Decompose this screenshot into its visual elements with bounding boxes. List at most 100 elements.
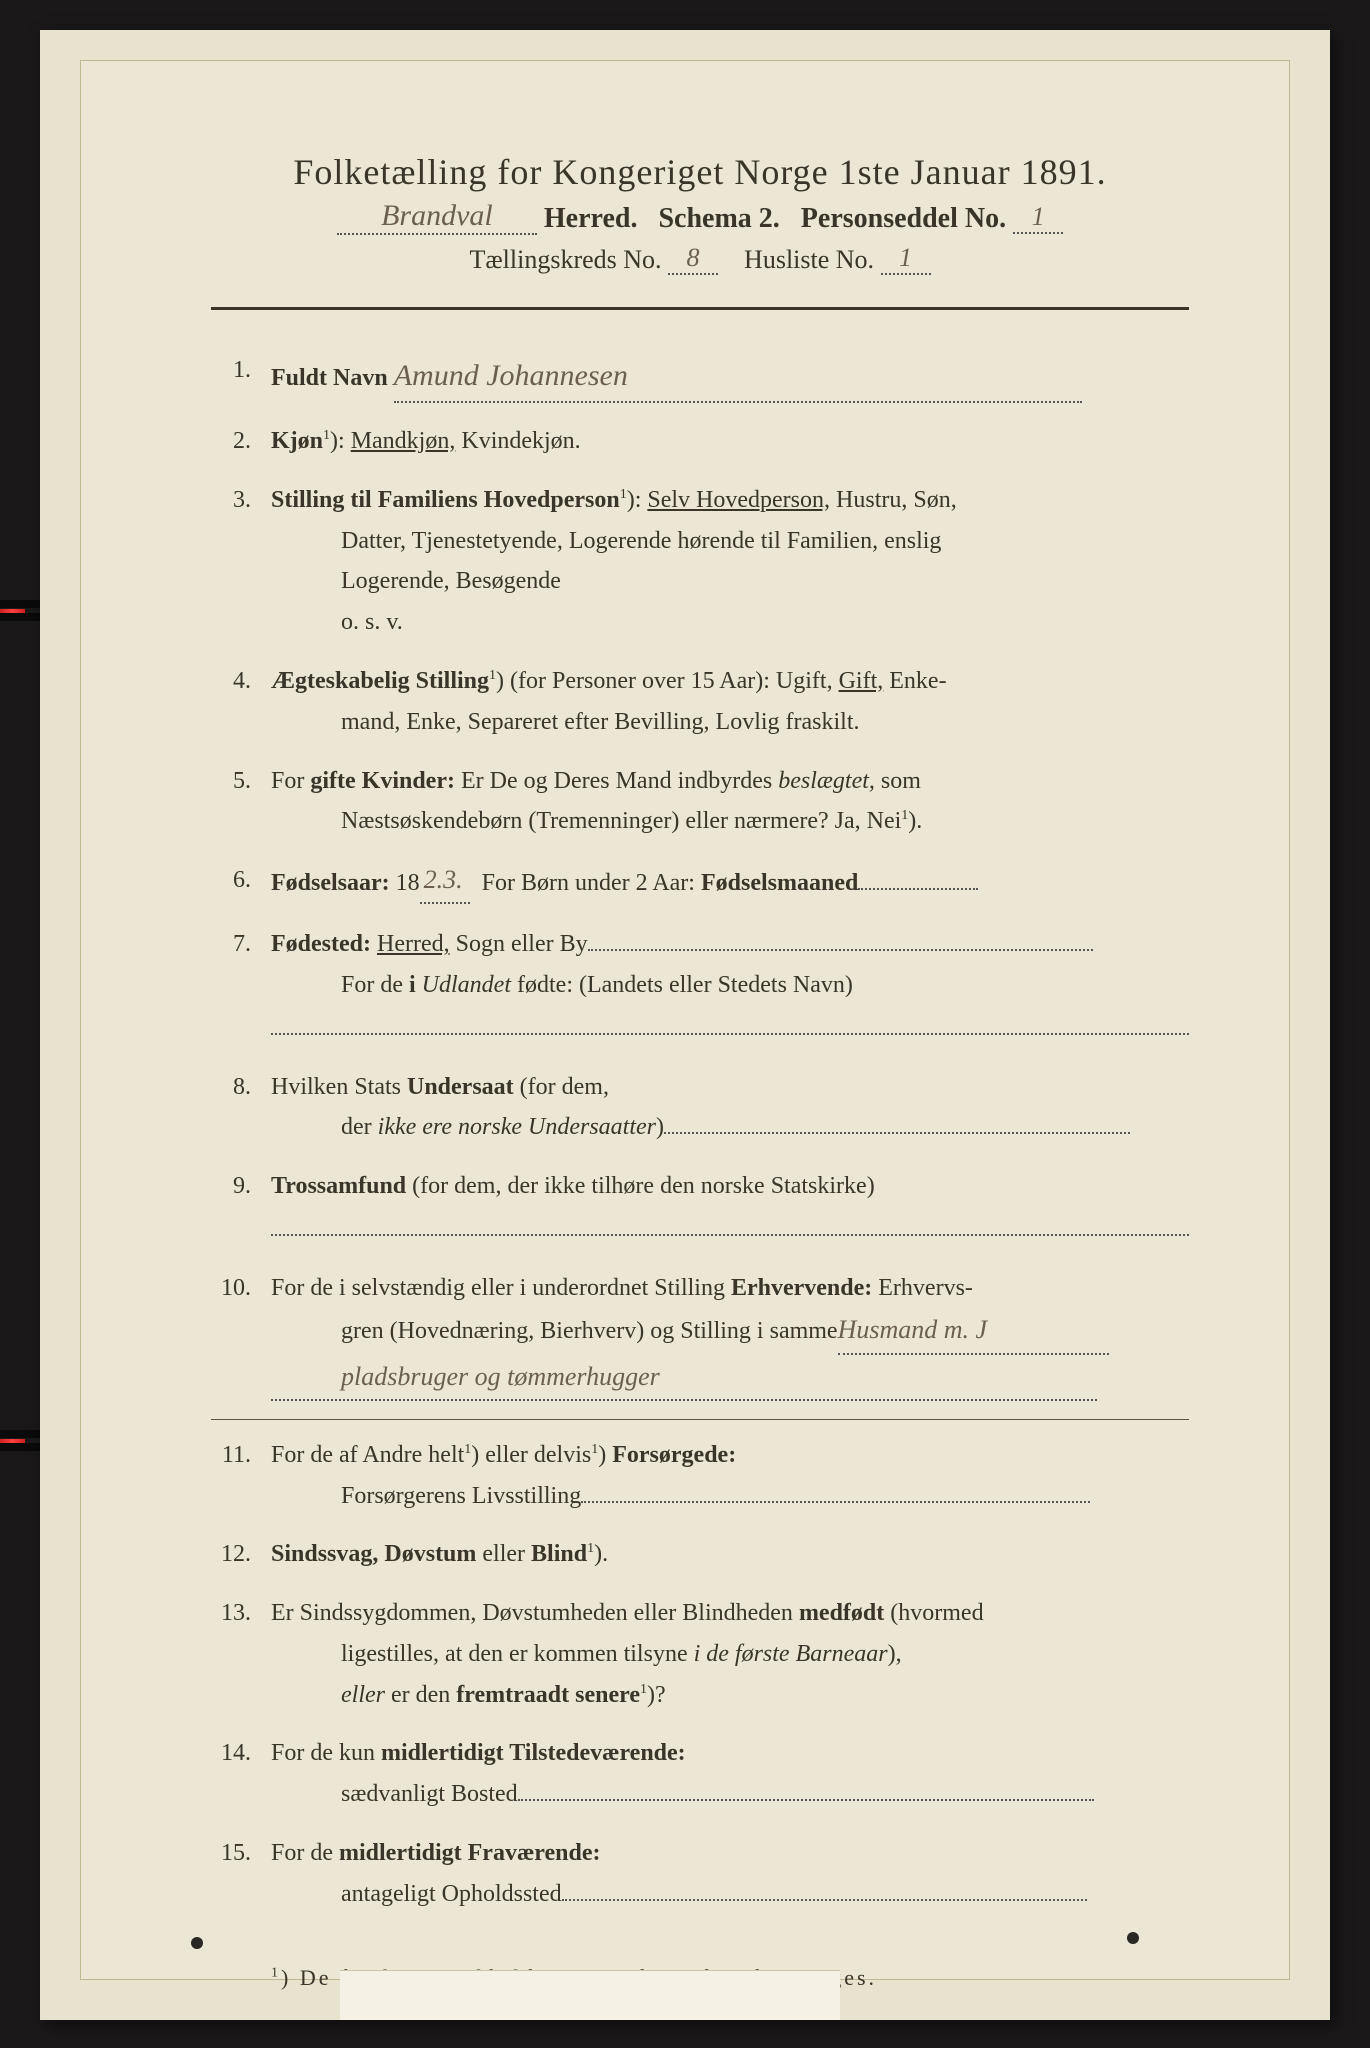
year-value: 2.3. — [420, 858, 470, 904]
page-inner: Folketælling for Kongeriget Norge 1ste J… — [80, 60, 1290, 1980]
herred-value: Brandval — [337, 199, 537, 235]
text: ) — [598, 1442, 612, 1468]
text: Enke- — [883, 668, 946, 694]
item-body: Kjøn1): Mandkjøn, Kvindekjøn. — [271, 421, 1189, 462]
item-num: 2. — [211, 421, 271, 462]
sup: 1 — [489, 668, 496, 683]
occupation-1: Husmand m. J — [838, 1315, 988, 1344]
item-11: 11. For de af Andre helt1) eller delvis1… — [211, 1435, 1189, 1517]
text: For — [271, 768, 310, 794]
line2: gren (Hovednæring, Bierhverv) og Stillin… — [271, 1308, 1189, 1354]
label: Undersaat — [407, 1074, 514, 1100]
form-header: Folketælling for Kongeriget Norge 1ste J… — [211, 151, 1189, 310]
item-4: 4. Ægteskabelig Stilling1) (for Personer… — [211, 661, 1189, 743]
item-body: Er Sindssygdommen, Døvstumheden eller Bl… — [271, 1593, 1189, 1715]
item-body: Ægteskabelig Stilling1) (for Personer ov… — [271, 661, 1189, 743]
item-body: For de af Andre helt1) eller delvis1) Fo… — [271, 1435, 1189, 1517]
item-body: For de kun midlertidigt Tilstedeværende:… — [271, 1733, 1189, 1815]
item-13: 13. Er Sindssygdommen, Døvstumheden elle… — [211, 1593, 1189, 1715]
label: Fødselsaar: — [271, 870, 390, 896]
item-1: 1. Fuldt Navn Amund Johannesen — [211, 350, 1189, 403]
line3: eller er den fremtraadt senere1)? — [271, 1675, 1189, 1716]
line2: ligestilles, at den er kommen tilsyne i … — [271, 1634, 1189, 1675]
item-num: 9. — [211, 1166, 271, 1249]
item-3: 3. Stilling til Familiens Hovedperson1):… — [211, 480, 1189, 643]
dotted-field — [518, 1799, 1095, 1801]
dotted-field — [581, 1501, 1090, 1503]
text: For de kun — [271, 1740, 381, 1766]
item-num: 15. — [211, 1833, 271, 1915]
text: (for dem, der ikke tilhøre den norske St… — [406, 1173, 875, 1199]
text: Er De og Deres Mand indbyrdes — [455, 768, 778, 794]
line2: antageligt Opholdssted — [271, 1874, 1189, 1915]
label: Trossamfund — [271, 1173, 406, 1199]
text: eller — [476, 1541, 531, 1567]
taellingskreds-label: Tællingskreds No. — [469, 245, 661, 274]
item-num: 8. — [211, 1067, 271, 1149]
selected-option: Mandkjøn, — [351, 428, 456, 454]
label: gifte Kvinder: — [310, 768, 455, 794]
item-5: 5. For gifte Kvinder: Er De og Deres Man… — [211, 761, 1189, 843]
item-num: 14. — [211, 1733, 271, 1815]
label: Forsørgede: — [612, 1442, 736, 1468]
dotted-field — [562, 1899, 1088, 1901]
item-body: Fødested: Herred, Sogn eller By For de i… — [271, 924, 1189, 1048]
text: som — [875, 768, 921, 794]
taellingskreds-no: 8 — [668, 243, 718, 275]
subtitle-1: Brandval Herred. Schema 2. Personseddel … — [211, 201, 1189, 237]
item-body: For de midlertidigt Fraværende: antageli… — [271, 1833, 1189, 1915]
line4: o. s. v. — [271, 602, 1189, 643]
label2: Fødselsmaaned — [701, 870, 858, 896]
item-14: 14. For de kun midlertidigt Tilstedevære… — [211, 1733, 1189, 1815]
text: (hvormed — [884, 1600, 983, 1626]
sup: 1 — [323, 428, 330, 443]
name-value: Amund Johannesen — [394, 359, 628, 392]
text: Hustru, Søn, — [830, 487, 957, 513]
occupation-2: pladsbruger og tømmerhugger — [341, 1362, 660, 1391]
item-num: 13. — [211, 1593, 271, 1715]
torn-edge — [340, 1970, 840, 2020]
personseddel-no: 1 — [1013, 202, 1063, 234]
punch-hole — [1127, 1932, 1139, 1944]
item-num: 7. — [211, 924, 271, 1048]
dotted-field — [858, 888, 978, 890]
divider — [211, 1419, 1189, 1420]
label: midlertidigt Fraværende: — [339, 1840, 601, 1866]
item-body: Stilling til Familiens Hovedperson1): Se… — [271, 480, 1189, 643]
line2: mand, Enke, Separeret efter Bevilling, L… — [271, 702, 1189, 743]
item-10: 10. For de i selvstændig eller i underor… — [211, 1268, 1189, 1401]
line2: Næstsøskendebørn (Tremenninger) eller næ… — [271, 801, 1189, 842]
text: For de i selvstændig eller i underordnet… — [271, 1275, 731, 1301]
scan-artifact — [0, 600, 40, 608]
label: Fuldt Navn — [271, 365, 388, 391]
line2: Datter, Tjenestetyende, Logerende hørend… — [271, 521, 1189, 562]
main-title: Folketælling for Kongeriget Norge 1ste J… — [211, 151, 1189, 193]
label: midlertidigt Tilstedeværende: — [381, 1740, 686, 1766]
text: For Børn under 2 Aar: — [482, 870, 701, 896]
text: ) (for Personer over 15 Aar): Ugift, — [496, 668, 839, 694]
dotted-field — [664, 1132, 1130, 1134]
text: Erhvervs- — [872, 1275, 973, 1301]
item-num: 5. — [211, 761, 271, 843]
item-7: 7. Fødested: Herred, Sogn eller By For d… — [211, 924, 1189, 1048]
item-9: 9. Trossamfund (for dem, der ikke tilhør… — [211, 1166, 1189, 1249]
line2: For de i Udlandet fødte: (Landets eller … — [271, 965, 1189, 1006]
item-body: For gifte Kvinder: Er De og Deres Mand i… — [271, 761, 1189, 843]
punch-hole — [191, 1937, 203, 1949]
text: (for dem, — [514, 1074, 609, 1100]
item-num: 4. — [211, 661, 271, 743]
text: ) eller delvis — [471, 1442, 591, 1468]
text: Hvilken Stats — [271, 1074, 407, 1100]
line2: sædvanligt Bosted — [271, 1774, 1189, 1815]
personseddel-label: Personseddel No. — [801, 203, 1006, 234]
item-num: 6. — [211, 860, 271, 906]
husliste-no: 1 — [881, 243, 931, 275]
line3: pladsbruger og tømmerhugger — [271, 1355, 1097, 1401]
herred-label: Herred. — [544, 203, 638, 234]
selected-option: Selv Hovedperson, — [647, 487, 830, 513]
text-italic: beslægtet, — [778, 768, 875, 794]
header-rule — [211, 307, 1189, 310]
dotted-line — [271, 1207, 1189, 1236]
subtitle-2: Tællingskreds No. 8 Husliste No. 1 — [211, 245, 1189, 277]
scan-artifact — [0, 1430, 40, 1438]
